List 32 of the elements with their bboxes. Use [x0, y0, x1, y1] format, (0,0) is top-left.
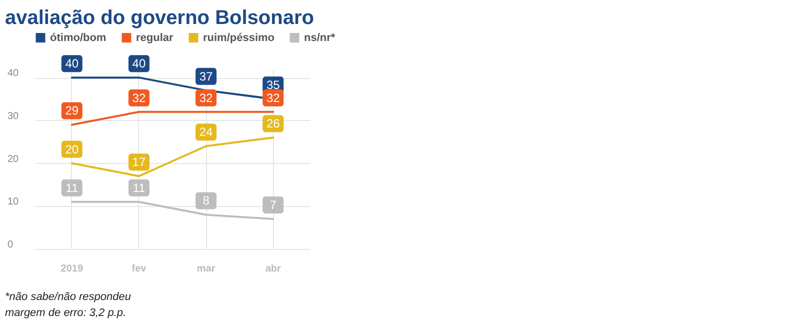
data-label: 32 — [199, 90, 214, 105]
x-tick-label: mar — [196, 264, 216, 274]
data-label: 11 — [132, 180, 146, 195]
y-tick-label: 40 — [8, 68, 20, 80]
data-label: 40 — [132, 56, 146, 71]
data-label: 7 — [270, 198, 277, 212]
legend-label: ns/nr* — [304, 32, 336, 44]
data-label: 26 — [266, 116, 280, 131]
data-label: 20 — [65, 142, 79, 156]
data-label: 37 — [199, 69, 214, 84]
data-label: 35 — [266, 78, 280, 92]
x-tick-label: 2019 — [60, 264, 84, 274]
y-tick-label: 20 — [8, 154, 20, 165]
y-tick-label: 30 — [8, 110, 20, 122]
data-label: 24 — [199, 125, 214, 140]
y-tick-label: 10 — [8, 196, 20, 208]
data-label: 11 — [66, 180, 78, 195]
x-tick-label: fev — [132, 264, 147, 274]
data-label: 17 — [132, 155, 146, 170]
legend-label: ótimo/bom — [50, 32, 106, 44]
data-label: 40 — [65, 56, 79, 71]
data-label: 8 — [202, 194, 210, 208]
text: *não sabe/não respondeu — [5, 291, 131, 303]
data-label: 32 — [266, 90, 280, 105]
text: margem de erro: 3,2 p.p. — [5, 307, 126, 319]
x-tick-label: abr — [265, 264, 281, 274]
y-tick-label: 0 — [8, 240, 14, 250]
data-label: 29 — [65, 104, 79, 118]
legend-label: ruim/péssimo — [203, 32, 275, 44]
chart-title: avaliação do governo Bolsonaro — [5, 7, 314, 29]
data-label: 32 — [132, 90, 146, 105]
legend-label: regular — [136, 32, 174, 44]
